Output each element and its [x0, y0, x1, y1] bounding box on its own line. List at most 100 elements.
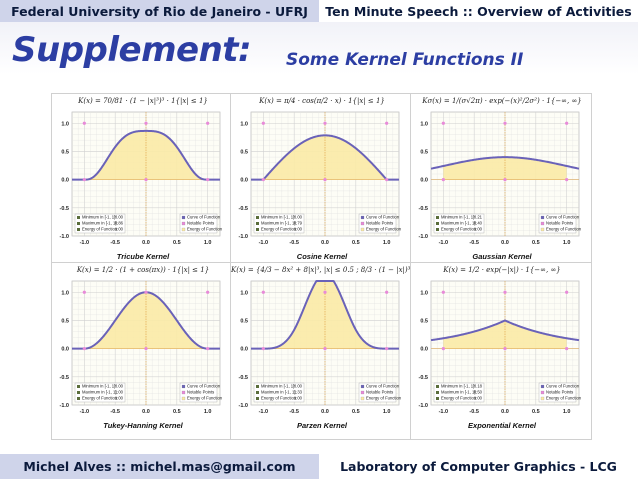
legend-swatch [360, 215, 365, 220]
legend-box [253, 382, 305, 403]
x-tick-label: -1.0 [259, 409, 268, 415]
notable-point [565, 121, 569, 125]
kernel-panel-cosine: K(x) = π/4 · cos(π/2 · x) · 1{|x| ≤ 1} Co… [230, 93, 412, 271]
notable-point [144, 290, 148, 294]
notable-point [385, 347, 389, 351]
legend-label: Energy of Function [187, 396, 223, 401]
legend-swatch [436, 228, 439, 231]
legend-swatch [360, 227, 365, 232]
legend-value: 1.00 [115, 227, 124, 232]
header-talk-title: Ten Minute Speech :: Overview of Activit… [319, 0, 638, 22]
kernel-caption: Tukey-Hanning Kernel [103, 421, 183, 430]
legend-value: 0.00 [115, 384, 124, 389]
slide-title: Supplement: [12, 30, 252, 70]
legend-swatch [181, 390, 186, 395]
y-tick-label: -1.0 [419, 234, 428, 240]
legend-swatch [181, 227, 186, 232]
notable-point [565, 347, 569, 351]
x-tick-label: -0.5 [289, 240, 298, 246]
y-tick-label: 1.0 [420, 290, 428, 296]
legend-box [433, 213, 485, 234]
y-tick-label: 0.0 [61, 347, 69, 353]
y-tick-label: 1.0 [240, 290, 248, 296]
legend-swatch [181, 384, 186, 389]
legend-value: 0.00 [294, 215, 303, 220]
header-bar: Federal University of Rio de Janeiro - U… [0, 0, 638, 22]
legend-value: 0.79 [294, 221, 303, 226]
legend-label: Notable Points [546, 390, 573, 395]
x-tick-label: 0.5 [532, 409, 540, 415]
legend-swatch [77, 222, 80, 225]
notable-point [261, 121, 265, 125]
legend-value: 0.00 [115, 215, 124, 220]
legend-box [74, 382, 126, 403]
kernel-curve [430, 319, 580, 342]
notable-point [206, 178, 210, 182]
legend-swatch [256, 228, 259, 231]
kernel-plot: -1.0 -0.5 0.0 0.5 1.0 1.0 0.5 0.0 -0.5 -1.0 Minimu… [419, 280, 582, 415]
legend-value: 1.33 [294, 390, 303, 395]
footer-lab: Laboratory of Computer Graphics - LCG [319, 454, 638, 479]
legend-swatch [436, 397, 439, 400]
y-tick-label: -1.0 [60, 234, 69, 240]
notable-point [261, 290, 265, 294]
legend-swatch [181, 396, 186, 401]
legend-swatch [360, 390, 365, 395]
legend-box [74, 213, 126, 234]
legend-label: Maximum in [-1, 1]: [441, 221, 477, 226]
legend-swatch [540, 227, 545, 232]
legend-label: Energy of Function: [82, 396, 118, 401]
legend-label: Notable Points [366, 221, 393, 226]
y-tick-label: -0.5 [239, 375, 248, 381]
notable-point [503, 178, 507, 182]
y-tick-label: -1.0 [419, 403, 428, 409]
legend-value: 0.00 [294, 384, 303, 389]
legend-label: Maximum in [-1, 1]: [82, 221, 118, 226]
kernel-caption: Cosine Kernel [296, 252, 348, 261]
y-tick-label: 1.0 [61, 290, 69, 296]
legend-label: Minimum in [-1, 1]: [261, 384, 295, 389]
legend-label: Energy of Function: [261, 396, 297, 401]
legend-value: 1.00 [115, 390, 124, 395]
kernel-panel-tricube: K(x) = 70/81 · (1 − |x|³)³ · 1{|x| ≤ 1} T… [51, 93, 233, 271]
x-tick-label: 0.0 [501, 240, 509, 246]
legend-swatch [256, 222, 259, 225]
legend-value: 0.50 [474, 390, 483, 395]
legend-label: Energy of Function: [261, 227, 297, 232]
x-tick-label: 0.0 [142, 409, 150, 415]
legend-box [179, 213, 218, 234]
kernel-formula: K(x) = 70/81 · (1 − |x|³)³ · 1{|x| ≤ 1} [78, 97, 208, 105]
footer-author: Michel Alves :: michel.mas@gmail.com [0, 454, 319, 479]
y-tick-label: 0.5 [240, 149, 248, 155]
header-university: Federal University of Rio de Janeiro - U… [0, 0, 319, 22]
notable-point [206, 121, 210, 125]
y-tick-label: 1.0 [61, 121, 69, 127]
legend-swatch [540, 396, 545, 401]
kernel-formula: K(x) = 1/2 · (1 + cos(πx)) · 1{|x| ≤ 1} [76, 266, 210, 274]
y-tick-label: 0.5 [240, 318, 248, 324]
legend-swatch [256, 391, 259, 394]
notable-point [503, 290, 507, 294]
legend-value: 1.00 [115, 396, 124, 401]
notable-point [323, 290, 327, 294]
legend-label: Curve of Function [546, 384, 580, 389]
legend-label: Maximum in [-1, 1]: [82, 390, 118, 395]
notable-point [441, 121, 445, 125]
footer-bar: Michel Alves :: michel.mas@gmail.com Lab… [0, 454, 638, 479]
legend-swatch [77, 397, 80, 400]
legend-swatch [360, 396, 365, 401]
x-tick-label: -1.0 [439, 409, 448, 415]
x-tick-label: 0.5 [173, 240, 181, 246]
legend-box [538, 382, 577, 403]
kernel-caption: Exponential Kernel [468, 421, 536, 430]
legend-swatch [540, 215, 545, 220]
notable-point [206, 290, 210, 294]
legend-label: Minimum in [-1, 1]: [261, 215, 295, 220]
legend-label: Curve of Function [546, 215, 580, 220]
legend-swatch [181, 221, 186, 226]
y-tick-label: 0.5 [61, 149, 69, 155]
